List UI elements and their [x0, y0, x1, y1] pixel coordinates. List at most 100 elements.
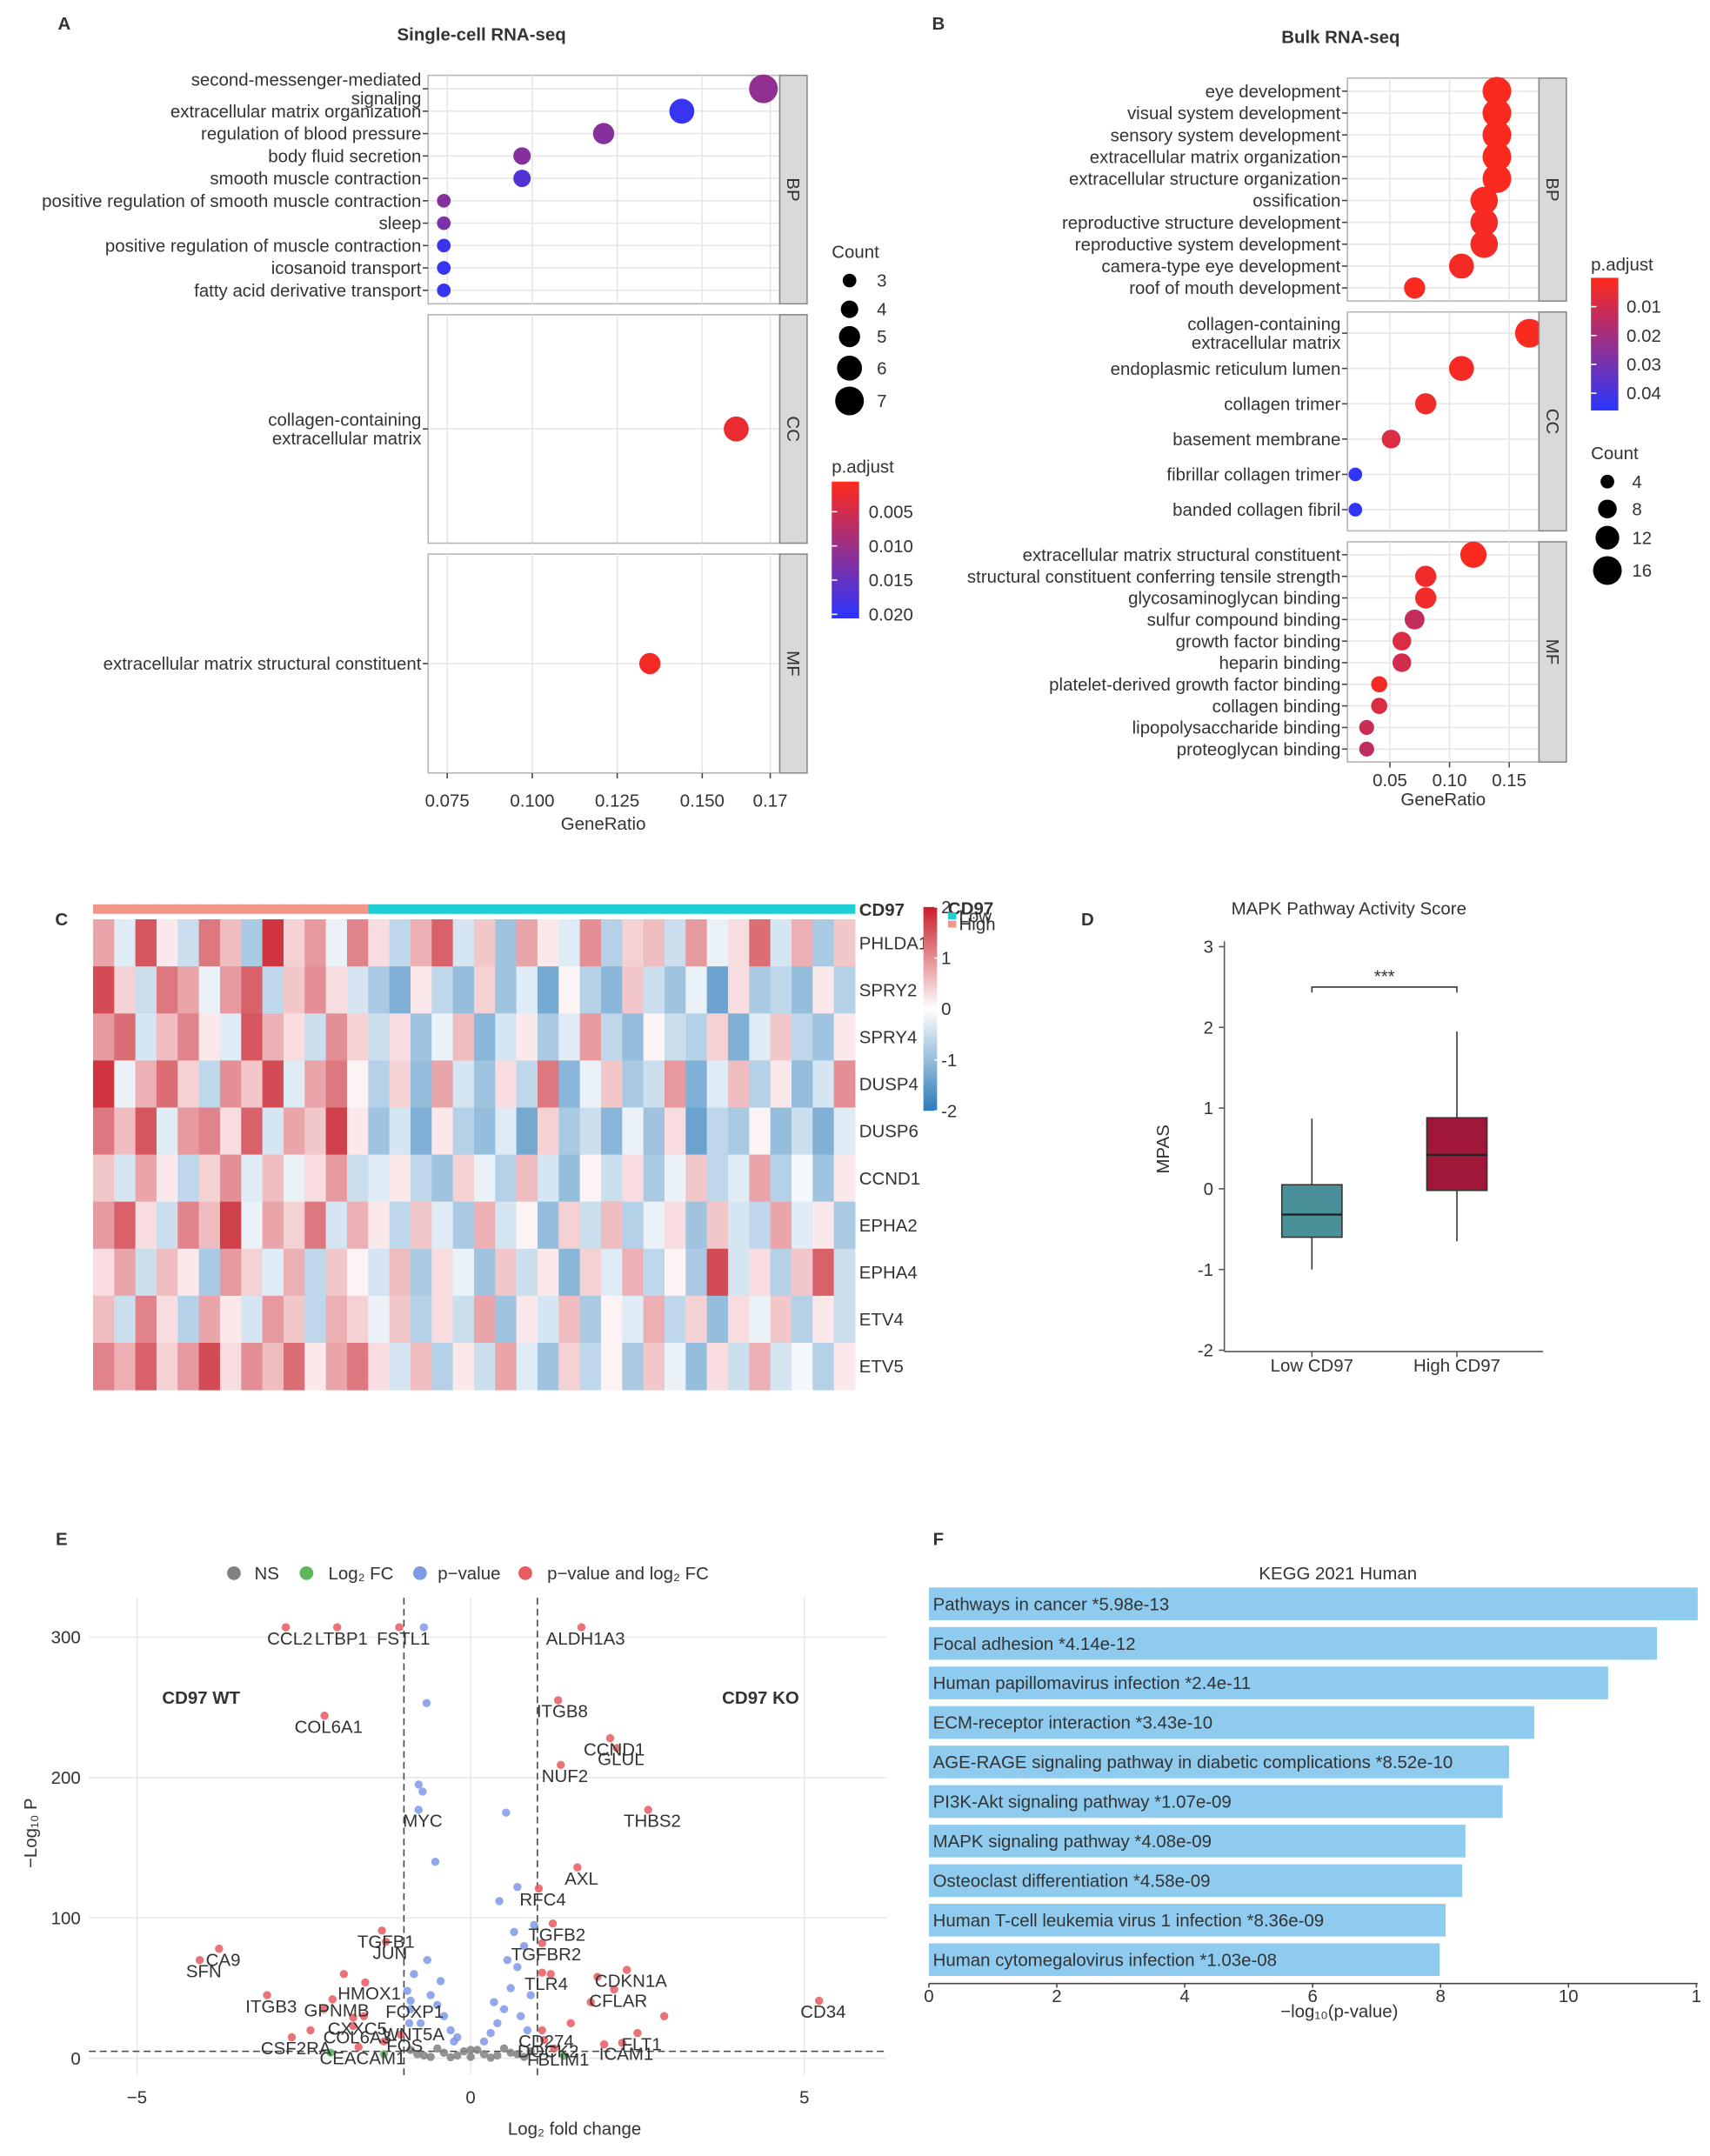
dot [1448, 253, 1474, 279]
size-legend-dot [840, 300, 858, 318]
heat-cell [410, 1248, 432, 1297]
point [414, 1780, 424, 1789]
heat-cell [304, 1013, 327, 1061]
heat-cell [241, 1295, 264, 1344]
heat-cell [558, 1154, 581, 1203]
term-label: body fluid secretion [268, 146, 421, 166]
bar-category: Focal adhesion [933, 1634, 1054, 1654]
term-label: sensory system development [1111, 125, 1341, 145]
heat-cell [516, 1248, 538, 1297]
heat-cell [219, 919, 242, 967]
heat-cell [706, 1295, 729, 1344]
heat-cell [791, 1201, 813, 1250]
heat-cell [495, 1248, 518, 1297]
heat-cell [622, 919, 645, 967]
annotation: CD97 KO [722, 1688, 799, 1708]
point [610, 1985, 618, 1994]
heat-cell [516, 1295, 538, 1344]
heat-cell [368, 1060, 391, 1108]
heat-cell [770, 1013, 792, 1061]
heat-cell [833, 1013, 856, 1061]
point [426, 1991, 435, 1999]
term-label: collagen-containing extracellular matrix [1187, 315, 1340, 353]
heat-cell [791, 1060, 813, 1108]
colorbar-label: 0.015 [869, 571, 913, 591]
heat-cell [622, 1154, 645, 1203]
annotation-cell [516, 904, 538, 914]
term-label: second-messenger-mediated signaling [191, 70, 422, 109]
annotation-cell [600, 904, 623, 914]
heat-cell [283, 1107, 305, 1156]
heat-cell [346, 1060, 369, 1108]
heat-cell [368, 919, 391, 967]
heat-cell [664, 1248, 686, 1297]
size-legend-title: Count [832, 243, 879, 263]
heat-cell [346, 1342, 369, 1391]
dot [1392, 631, 1412, 651]
panel-letter: B [932, 14, 945, 34]
legend-title: CD97 [948, 899, 993, 919]
heat-cell [177, 966, 200, 1014]
heat-cell [431, 1248, 454, 1297]
size-legend-label: 12 [1632, 528, 1652, 548]
bar-p-value: *4.08e-09 [1134, 1832, 1212, 1852]
heat-cell [135, 1295, 157, 1344]
size-legend-label: 8 [1632, 499, 1641, 519]
heat-cell [579, 1295, 602, 1344]
heat-cell [368, 1201, 391, 1250]
term-label: icosanoid transport [271, 258, 422, 278]
heat-cell [516, 1342, 538, 1391]
heat-cell [135, 966, 157, 1014]
bar [928, 1785, 1503, 1819]
annotation-title: CD97 [859, 900, 905, 920]
bar-label: Human papillomavirus infection *2.4e-11 [933, 1673, 1251, 1693]
point [513, 2050, 522, 2059]
heat-cell [600, 1342, 623, 1391]
facet-strip [1538, 541, 1567, 763]
heat-cell [749, 1295, 772, 1344]
x-axis-label: GeneRatio [561, 814, 646, 834]
heat-cell [410, 1013, 432, 1061]
gene-label: WNT5A [382, 2025, 444, 2045]
heat-cell [241, 1248, 264, 1297]
heat-cell [431, 966, 454, 1014]
heat-cell [283, 966, 305, 1014]
heat-cell [389, 1060, 411, 1108]
annotation-cell [198, 904, 221, 914]
annotation-cell [727, 904, 750, 914]
dot [724, 416, 749, 442]
x-tick-label: 0.05 [1373, 771, 1407, 791]
term-label: smooth muscle contraction [210, 169, 421, 189]
heat-cell [368, 1154, 391, 1203]
annotation-cell [431, 904, 454, 914]
heat-cell [812, 1295, 835, 1344]
bar-category: Osteoclast differentiation [933, 1871, 1129, 1891]
point [530, 1920, 538, 1930]
y-tick-label: 200 [51, 1768, 81, 1788]
heat-cell [304, 919, 327, 967]
heat-cell [558, 966, 581, 1014]
point [486, 2028, 495, 2038]
term-label: endoplasmic reticulum lumen [1111, 359, 1341, 379]
heat-cell [262, 1295, 284, 1344]
heat-cell [241, 1342, 264, 1391]
heat-cell [473, 1060, 496, 1108]
heat-cell [791, 1295, 813, 1344]
heat-cell [114, 1107, 137, 1156]
point [599, 2039, 609, 2049]
heat-cell [495, 1060, 518, 1108]
heat-cell [410, 1295, 432, 1344]
dot [513, 170, 531, 188]
gene-label: CFLAR [589, 1991, 647, 2011]
y-tick-label: 3 [1204, 938, 1213, 958]
y-tick-label: -2 [1198, 1341, 1213, 1361]
point [413, 2050, 422, 2059]
heat-cell [304, 1201, 327, 1250]
heat-cell [389, 1154, 411, 1203]
term-label: reproductive system development [1075, 235, 1341, 255]
size-legend-label: 4 [877, 300, 886, 320]
point [466, 2053, 475, 2061]
gene-label: CCL2 [267, 1629, 312, 1649]
colorbar-label: 0.04 [1627, 384, 1661, 404]
